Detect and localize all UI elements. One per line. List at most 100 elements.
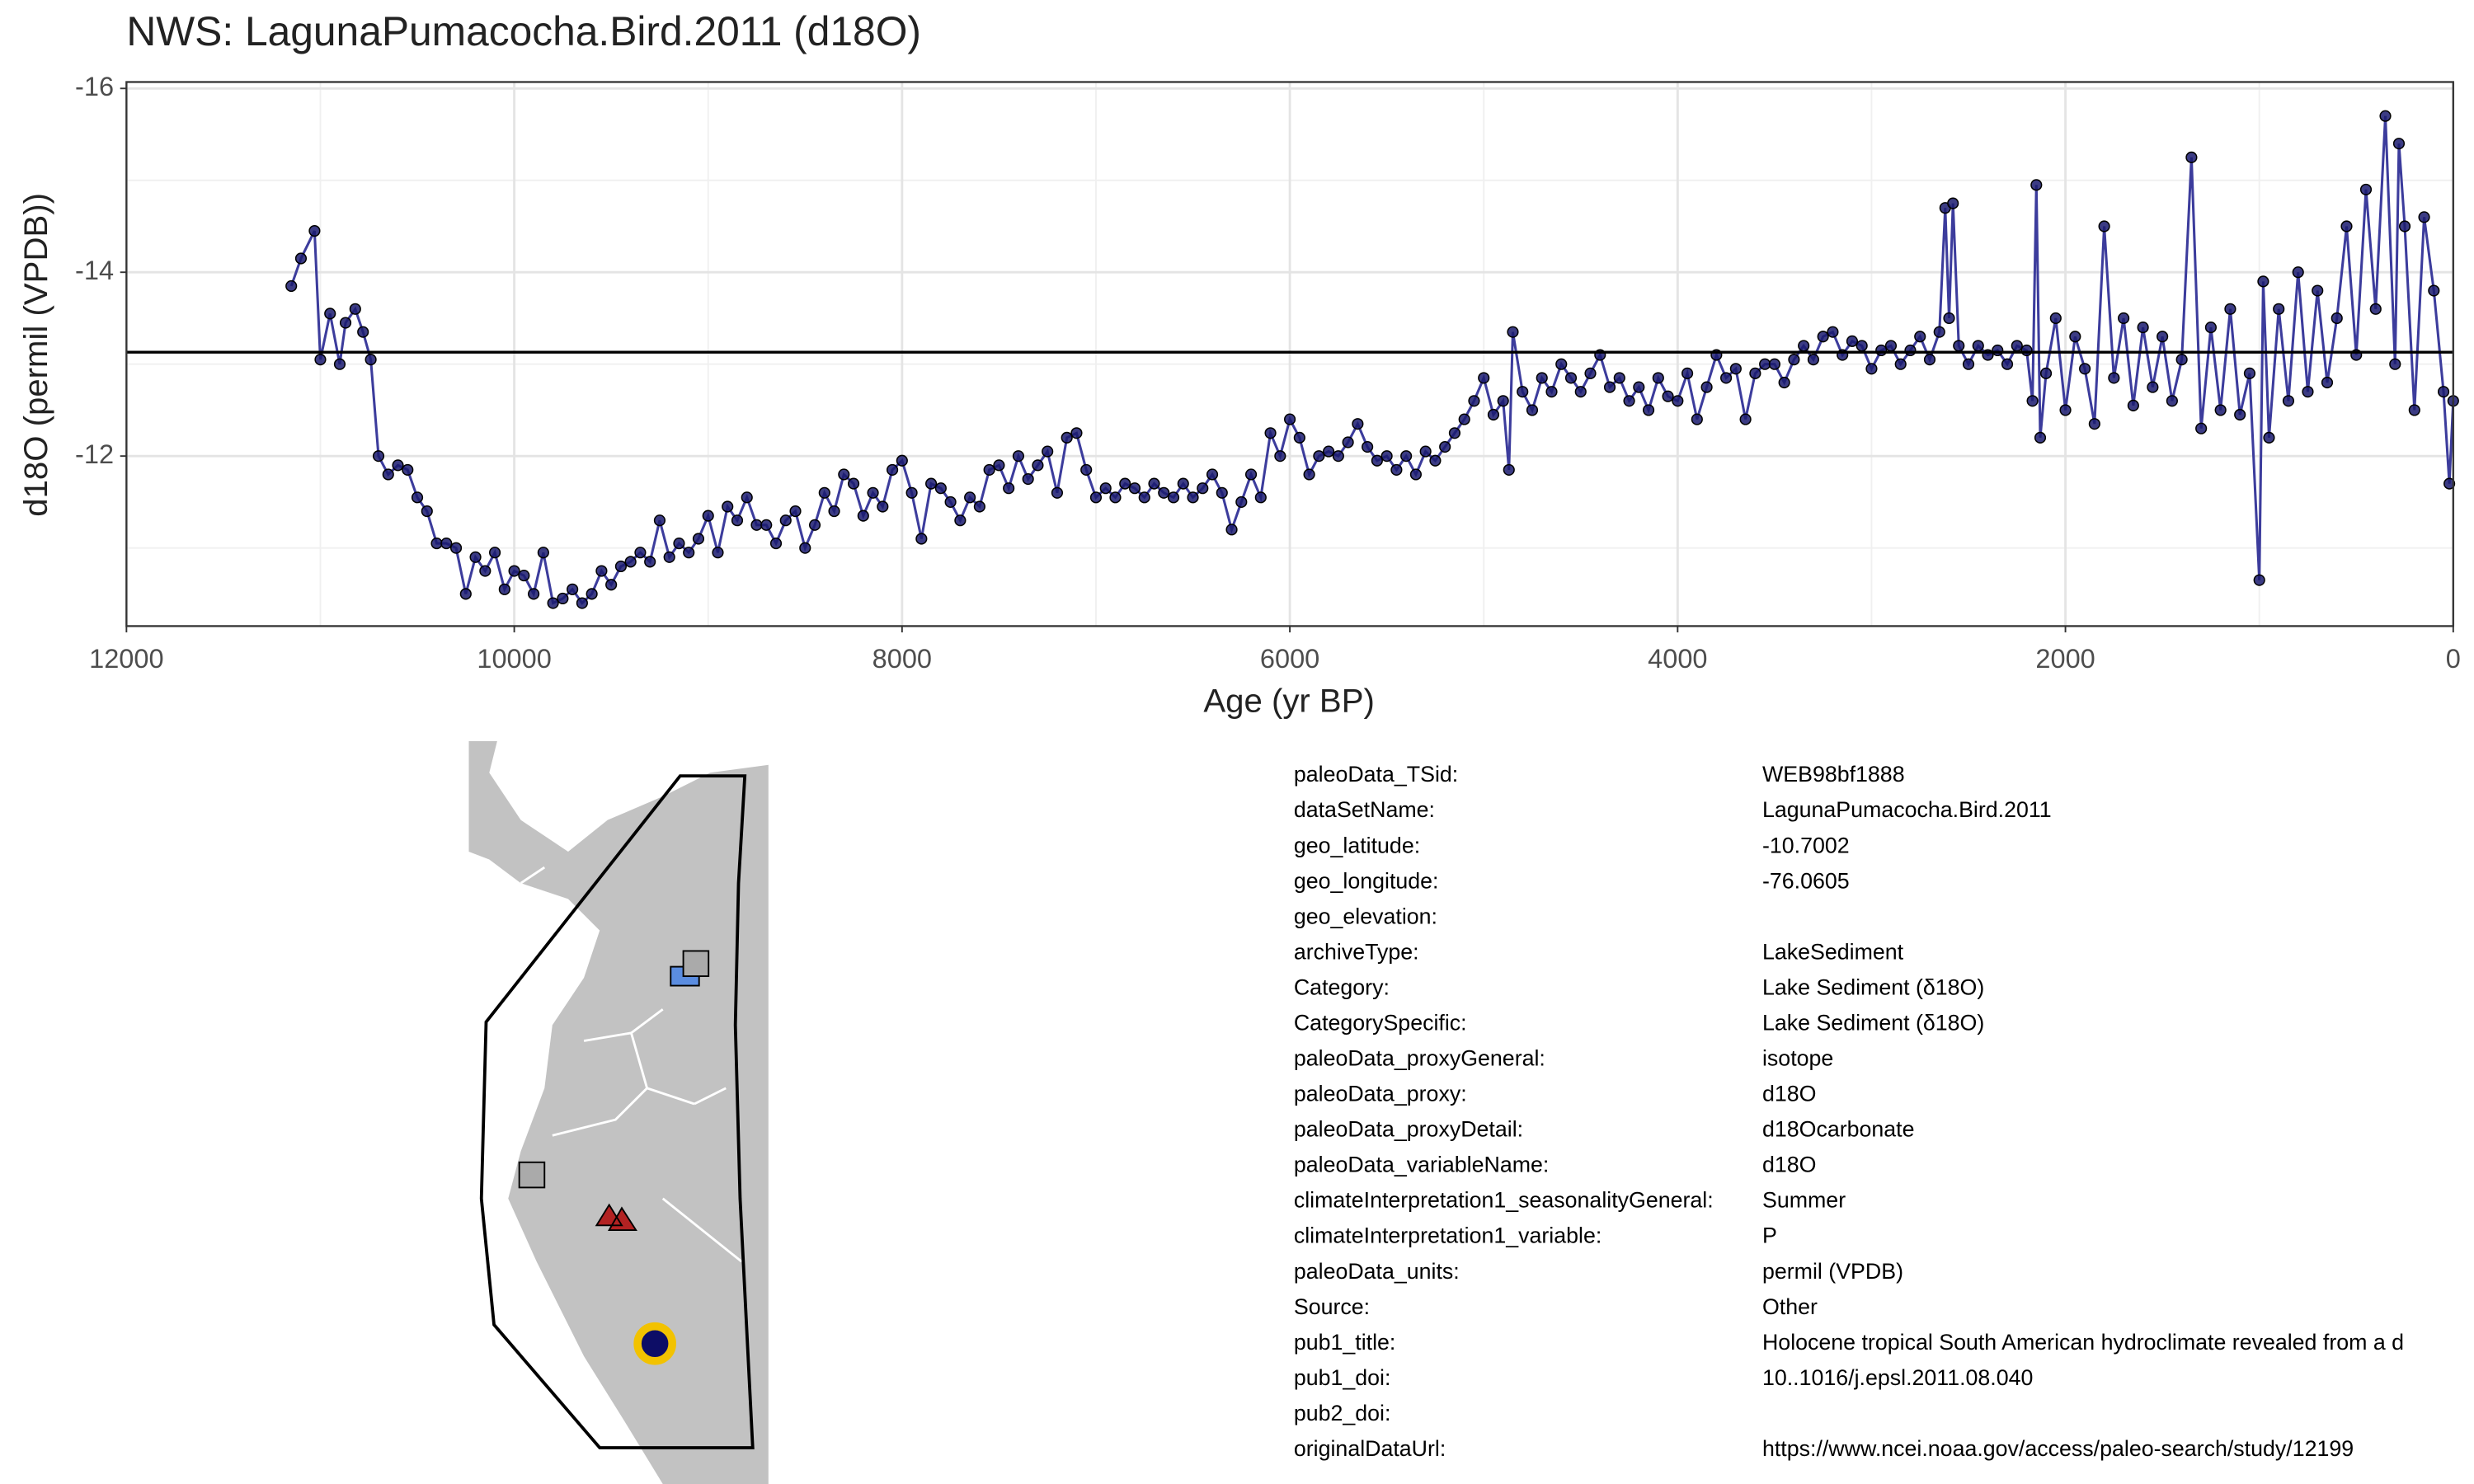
data-point bbox=[1274, 450, 1286, 463]
data-point bbox=[586, 588, 598, 600]
x-tick-label: 10000 bbox=[477, 644, 551, 674]
data-point bbox=[683, 547, 695, 559]
data-point bbox=[2157, 331, 2169, 343]
meta-key: paleoData_proxyGeneral: bbox=[1294, 1046, 1545, 1071]
data-point bbox=[1362, 440, 1374, 453]
data-point bbox=[653, 514, 666, 527]
data-point bbox=[1429, 454, 1442, 467]
data-point bbox=[1061, 431, 1073, 444]
data-point bbox=[1390, 463, 1403, 476]
data-point bbox=[1158, 486, 1170, 499]
data-point bbox=[712, 547, 724, 559]
data-point bbox=[1293, 431, 1305, 444]
data-point bbox=[2253, 574, 2265, 586]
data-point bbox=[1768, 358, 1780, 370]
data-point bbox=[324, 308, 336, 320]
x-tick-label: 2000 bbox=[2035, 644, 2095, 674]
data-point bbox=[402, 463, 414, 476]
data-point bbox=[1798, 340, 1810, 352]
data-point bbox=[2263, 431, 2275, 444]
data-point bbox=[2243, 367, 2256, 379]
data-point bbox=[838, 468, 850, 481]
target-site bbox=[633, 1322, 676, 1365]
data-point bbox=[372, 450, 385, 463]
data-point bbox=[2282, 395, 2295, 407]
data-point bbox=[1691, 413, 1703, 425]
data-point bbox=[547, 597, 559, 609]
meta-key: Category: bbox=[1294, 974, 1390, 999]
data-point bbox=[2166, 395, 2178, 407]
data-point bbox=[2079, 363, 2091, 375]
data-point bbox=[722, 500, 734, 513]
region-outline bbox=[479, 774, 755, 1449]
data-point bbox=[1254, 491, 1267, 504]
data-point bbox=[1603, 381, 1616, 393]
data-point bbox=[1923, 354, 1936, 366]
data-point bbox=[1032, 459, 1044, 472]
meta-key: paleoData_variableName: bbox=[1294, 1153, 1549, 1177]
data-point bbox=[1138, 491, 1150, 504]
data-point bbox=[2039, 367, 2053, 379]
data-point bbox=[479, 565, 492, 577]
data-point bbox=[614, 560, 627, 573]
data-point bbox=[983, 463, 995, 476]
data-point bbox=[915, 533, 928, 545]
meta-value: -10.7002 bbox=[1762, 833, 1850, 857]
data-point bbox=[1313, 450, 1325, 463]
data-point bbox=[1419, 445, 1432, 458]
data-point bbox=[1962, 358, 1975, 370]
plot-border bbox=[125, 81, 2454, 627]
data-point bbox=[508, 565, 520, 577]
data-point bbox=[1371, 454, 1383, 467]
meta-value: -76.0605 bbox=[1762, 868, 1850, 893]
data-point bbox=[1807, 354, 1819, 366]
data-point bbox=[867, 486, 879, 499]
metadata-table: paleoData_TSid: WEB98bf1888 dataSetName: La… bbox=[1294, 762, 2404, 1461]
data-point bbox=[2195, 422, 2208, 434]
data-point bbox=[2340, 220, 2353, 232]
data-point bbox=[1681, 367, 1694, 379]
y-tick-label: -16 bbox=[75, 72, 114, 101]
data-point bbox=[1264, 427, 1277, 439]
data-point bbox=[624, 556, 637, 568]
data-point bbox=[1904, 344, 1917, 357]
x-axis-label: Age (yr BP) bbox=[1203, 683, 1375, 720]
data-point bbox=[1672, 395, 1684, 407]
data-point bbox=[993, 459, 1005, 472]
data-point bbox=[2011, 340, 2023, 352]
data-point bbox=[1478, 372, 1490, 384]
x-tick-label: 4000 bbox=[1648, 644, 1707, 674]
data-point bbox=[469, 551, 482, 563]
data-point bbox=[2234, 408, 2246, 421]
data-point bbox=[2312, 284, 2324, 297]
data-point bbox=[973, 500, 985, 513]
meta-key: pub1_title: bbox=[1294, 1330, 1396, 1355]
data-point bbox=[644, 556, 656, 568]
data-point bbox=[2049, 312, 2062, 325]
data-point bbox=[1953, 340, 1965, 352]
data-point bbox=[2147, 381, 2159, 393]
meta-value: isotope bbox=[1762, 1046, 1833, 1071]
data-point bbox=[2292, 266, 2304, 279]
meta-value: Other bbox=[1762, 1294, 1818, 1319]
data-point bbox=[944, 495, 957, 508]
meta-key: climateInterpretation1_variable: bbox=[1294, 1223, 1602, 1248]
meta-key: paleoData_proxyDetail: bbox=[1294, 1117, 1523, 1142]
data-point bbox=[1729, 363, 1742, 375]
data-point bbox=[1503, 463, 1515, 476]
data-point bbox=[1914, 331, 1926, 343]
data-point bbox=[702, 510, 714, 522]
data-point bbox=[2398, 220, 2411, 232]
data-point bbox=[1817, 331, 1829, 343]
map bbox=[468, 741, 769, 1484]
meta-value: LakeSediment bbox=[1762, 939, 1904, 964]
data-point bbox=[954, 514, 967, 527]
data-point bbox=[1846, 335, 1859, 347]
data-point bbox=[2369, 303, 2382, 315]
data-point bbox=[489, 547, 501, 559]
data-point bbox=[1012, 450, 1024, 463]
data-point bbox=[2443, 477, 2456, 490]
data-point bbox=[567, 583, 579, 595]
data-point bbox=[421, 505, 433, 518]
